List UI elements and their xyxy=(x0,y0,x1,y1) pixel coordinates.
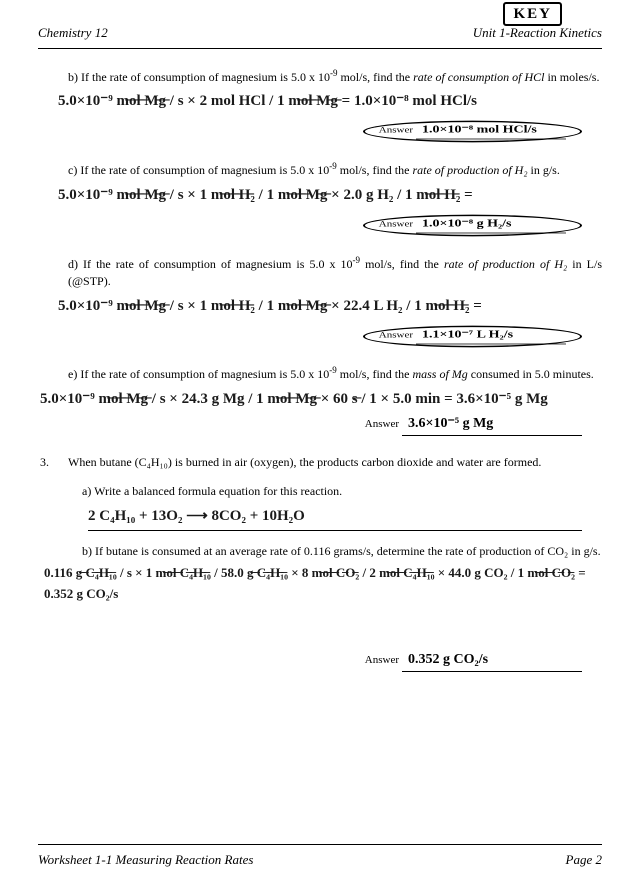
problem-c-prompt: c) If the rate of consumption of magnesi… xyxy=(68,160,602,179)
text: mol/s, find the xyxy=(337,163,413,177)
unit-text: Unit 1-Reaction Kinetics xyxy=(473,25,602,40)
problem-e: e) If the rate of consumption of magnesi… xyxy=(38,364,602,436)
problem-d: d) If the rate of consumption of magnesi… xyxy=(38,254,602,350)
text: b) If the rate of consumption of magnesi… xyxy=(68,70,330,84)
answer-value: 1.0×10⁻⁸ g H₂/s xyxy=(422,218,512,229)
answer-label: Answer xyxy=(365,654,399,666)
key-badge: KEY xyxy=(503,2,562,26)
text: consumed in 5.0 minutes. xyxy=(468,367,594,381)
italic-phrase: mass of Mg xyxy=(412,367,467,381)
problem-e-answer-row: Answer 3.6×10⁻⁵ g Mg xyxy=(68,415,602,436)
italic-phrase: rate of consumption of HCl xyxy=(413,70,544,84)
problem-b-work: 5.0×10⁻⁹ m̶o̶l̶ ̶M̶g̶ / s × 2 mol HCl / … xyxy=(58,89,602,113)
q3b-work: 0.116 g̶ ̶C̶₄̶H̶₁̶₀ / s × 1 m̶o̶l̶ ̶C̶₄̶… xyxy=(44,563,602,605)
q3-prompt: When butane (C₄H₁₀) is burned in air (ox… xyxy=(68,454,602,471)
page-number: Page 2 xyxy=(566,851,602,869)
header-rule xyxy=(38,48,602,49)
spacer xyxy=(68,609,602,649)
page-footer: Worksheet 1-1 Measuring Reaction Rates P… xyxy=(38,844,602,869)
text: d) If the rate of consumption of magnesi… xyxy=(68,257,353,271)
text: c) If the rate of consumption of magnesi… xyxy=(68,163,329,177)
problem-b: b) If the rate of consumption of magnesi… xyxy=(38,67,602,147)
text: in moles/s. xyxy=(544,70,599,84)
course-title: Chemistry 12 xyxy=(38,24,108,42)
page-header: Chemistry 12 KEY Unit 1-Reaction Kinetic… xyxy=(38,24,602,42)
problem-e-work: 5.0×10⁻⁹ m̶o̶l̶ ̶M̶g̶ / s × 24.3 g Mg / … xyxy=(40,387,602,411)
exponent: -9 xyxy=(329,365,337,375)
question-number: 3. xyxy=(40,454,49,470)
problem-c-answer-row: Answer 1.0×10⁻⁸ g H₂/s xyxy=(68,211,602,240)
italic-phrase: rate of production of H₂ xyxy=(412,163,527,177)
problem-c: c) If the rate of consumption of magnesi… xyxy=(38,160,602,240)
answer-label: Answer xyxy=(379,330,413,339)
q3a-prompt: a) Write a balanced formula equation for… xyxy=(68,483,602,500)
question-3: 3. When butane (C₄H₁₀) is burned in air … xyxy=(38,454,602,672)
problem-d-prompt: d) If the rate of consumption of magnesi… xyxy=(68,254,602,290)
worksheet-title: Worksheet 1-1 Measuring Reaction Rates xyxy=(38,851,253,869)
q3b-answer-row: Answer 0.352 g CO₂/s xyxy=(68,651,602,672)
unit-title: KEY Unit 1-Reaction Kinetics xyxy=(473,24,602,42)
exponent: -9 xyxy=(353,255,361,265)
exponent: -9 xyxy=(329,161,337,171)
problem-d-work: 5.0×10⁻⁹ m̶o̶l̶ ̶M̶g̶ / s × 1 m̶o̶l̶ ̶H̶… xyxy=(58,294,602,318)
problem-c-work: 5.0×10⁻⁹ m̶o̶l̶ ̶M̶g̶ / s × 1 m̶o̶l̶ ̶H̶… xyxy=(58,183,602,207)
text: mol/s, find the xyxy=(337,70,413,84)
text: e) If the rate of consumption of magnesi… xyxy=(68,367,329,381)
q3a-equation-line: 2 C₄H₁₀ + 13O₂ ⟶ 8CO₂ + 10H₂O xyxy=(88,504,582,531)
answer-value: 1.1×10⁻⁷ L H₂/s xyxy=(422,329,513,340)
problem-d-answer-row: Answer 1.1×10⁻⁷ L H₂/s xyxy=(68,322,602,351)
answer-value: 1.0×10⁻⁸ mol HCl/s xyxy=(422,125,537,136)
problem-b-answer-row: Answer 1.0×10⁻⁸ mol HCl/s xyxy=(68,117,602,146)
answer-label: Answer xyxy=(379,126,413,135)
problem-b-prompt: b) If the rate of consumption of magnesi… xyxy=(68,67,602,86)
q3b-prompt: b) If butane is consumed at an average r… xyxy=(68,543,602,560)
answer-label: Answer xyxy=(365,418,399,430)
q3a-equation: 2 C₄H₁₀ + 13O₂ ⟶ 8CO₂ + 10H₂O xyxy=(88,508,305,524)
italic-phrase: rate of production of H₂ xyxy=(444,257,567,271)
footer-rule xyxy=(38,844,602,845)
text: in g/s. xyxy=(528,163,560,177)
answer-label: Answer xyxy=(379,220,413,229)
problem-e-prompt: e) If the rate of consumption of magnesi… xyxy=(68,364,602,383)
answer-value: 0.352 g CO₂/s xyxy=(408,652,488,667)
text: mol/s, find the xyxy=(360,257,444,271)
text: mol/s, find the xyxy=(337,367,413,381)
answer-value: 3.6×10⁻⁵ g Mg xyxy=(408,416,493,431)
